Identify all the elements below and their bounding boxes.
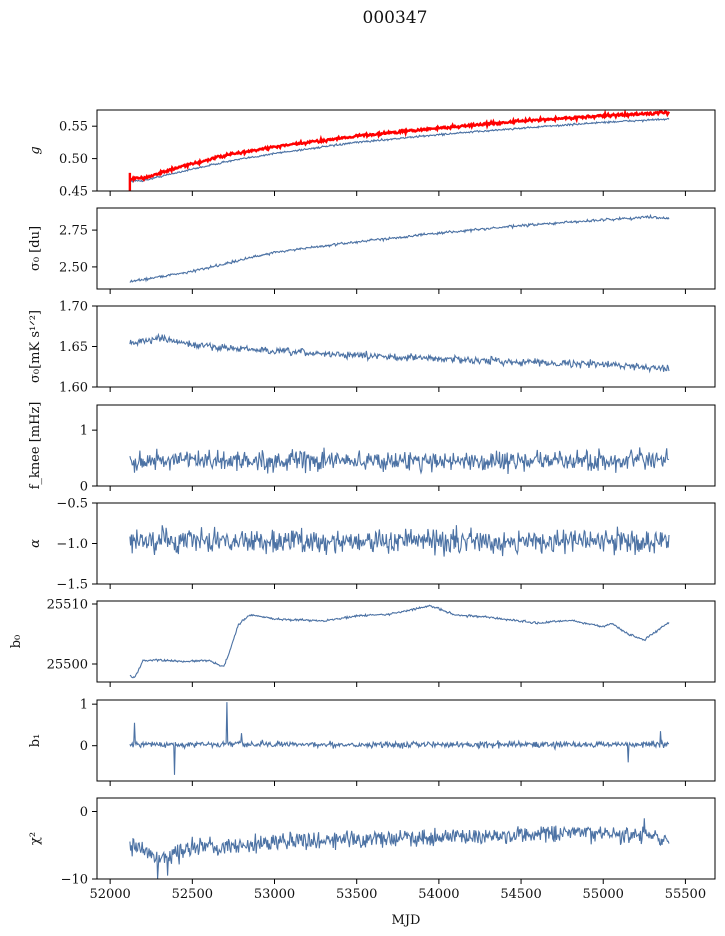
y-tick-label-1-1: 2.75: [59, 224, 88, 239]
y-tick-label-3-1: 1: [80, 424, 88, 439]
panel-1: 2.50 2.75 σ₀ [du]: [28, 207, 716, 294]
series-line-7-0: [129, 818, 670, 879]
y-tick-label-4-0: −1.5: [56, 578, 88, 593]
series-line-4-0: [129, 525, 670, 557]
y-tick-label-4-1: −1.0: [56, 537, 88, 552]
y-axis-label-4: α: [28, 539, 43, 548]
panel-2: 1.60 1.65 1.70 σ₀[mK s¹ᐟ²]: [28, 300, 716, 396]
series-line-5-0: [129, 604, 670, 679]
axes-frame-5: [96, 600, 716, 683]
x-tick-label-1: 52500: [172, 887, 213, 902]
axes-frame-1: [96, 207, 716, 290]
y-tick-label-0-1: 0.50: [59, 152, 88, 167]
x-tick-label-6: 55000: [583, 887, 624, 902]
y-axis-label-5: b₀: [9, 635, 24, 649]
axes-frame-7: [96, 797, 716, 880]
y-axis-label-0: g: [28, 146, 43, 154]
x-axis-label: MJD: [392, 913, 421, 928]
axes-frame-6: [96, 699, 716, 782]
x-tick-label-2: 53000: [254, 887, 295, 902]
y-tick-label-5-1: 25510: [47, 598, 88, 613]
axes-frame-0: [96, 109, 716, 192]
y-axis-label-2: σ₀[mK s¹ᐟ²]: [28, 310, 43, 383]
axes-frame-3: [96, 404, 716, 487]
panel-6: 0 1 b₁: [28, 698, 716, 786]
y-axis-label-6: b₁: [28, 734, 43, 748]
y-tick-label-7-1: 0: [80, 805, 88, 820]
series-line-3-0: [129, 447, 670, 475]
y-axis-label-3: f_knee [mHz]: [28, 402, 43, 490]
y-tick-label-7-0: −10: [61, 873, 88, 888]
series-line-0-0: [129, 117, 670, 184]
x-tick-label-4: 54000: [418, 887, 459, 902]
panel-7: −10 0 52000 52500 53000 53500 54000 54500 55000 5…: [28, 797, 716, 902]
y-tick-label-4-2: −0.5: [56, 497, 88, 512]
x-tick-label-5: 54500: [500, 887, 541, 902]
y-tick-label-2-1: 1.65: [59, 340, 88, 355]
y-tick-label-0-0: 0.45: [59, 185, 88, 200]
series-line-1-0: [129, 213, 670, 283]
series-line-6-0: [129, 702, 670, 775]
panel-4: −1.5 −1.0 −0.5 α: [28, 497, 716, 593]
series-line-0-1: [129, 110, 671, 183]
y-tick-label-1-0: 2.50: [59, 260, 88, 275]
y-axis-label-7: χ²: [28, 832, 43, 845]
figure-title: 000347: [363, 8, 428, 28]
y-tick-label-2-2: 1.70: [59, 300, 88, 315]
x-tick-label-7: 55500: [665, 887, 706, 902]
panel-5: 25500 25510 b₀: [9, 598, 716, 687]
y-tick-label-6-1: 1: [80, 698, 88, 713]
x-tick-label-0: 52000: [89, 887, 130, 902]
y-tick-label-5-0: 25500: [47, 658, 88, 673]
x-tick-label-3: 53500: [336, 887, 377, 902]
y-tick-label-6-0: 0: [80, 739, 88, 754]
panel-3: 0 1 f_knee [mHz]: [28, 402, 716, 495]
y-tick-label-3-0: 0: [80, 480, 88, 495]
axes-frame-2: [96, 305, 716, 388]
series-line-2-0: [129, 332, 670, 374]
y-tick-label-0-2: 0.55: [59, 120, 88, 135]
y-tick-label-2-0: 1.60: [59, 381, 88, 396]
panels: 0.45 0.50 0.55 g 2.50 2.75 σ₀ [du] 1.60 1.65 1.70…: [9, 109, 716, 902]
y-axis-label-1: σ₀ [du]: [28, 226, 43, 271]
panel-0: 0.45 0.50 0.55 g: [28, 109, 716, 200]
